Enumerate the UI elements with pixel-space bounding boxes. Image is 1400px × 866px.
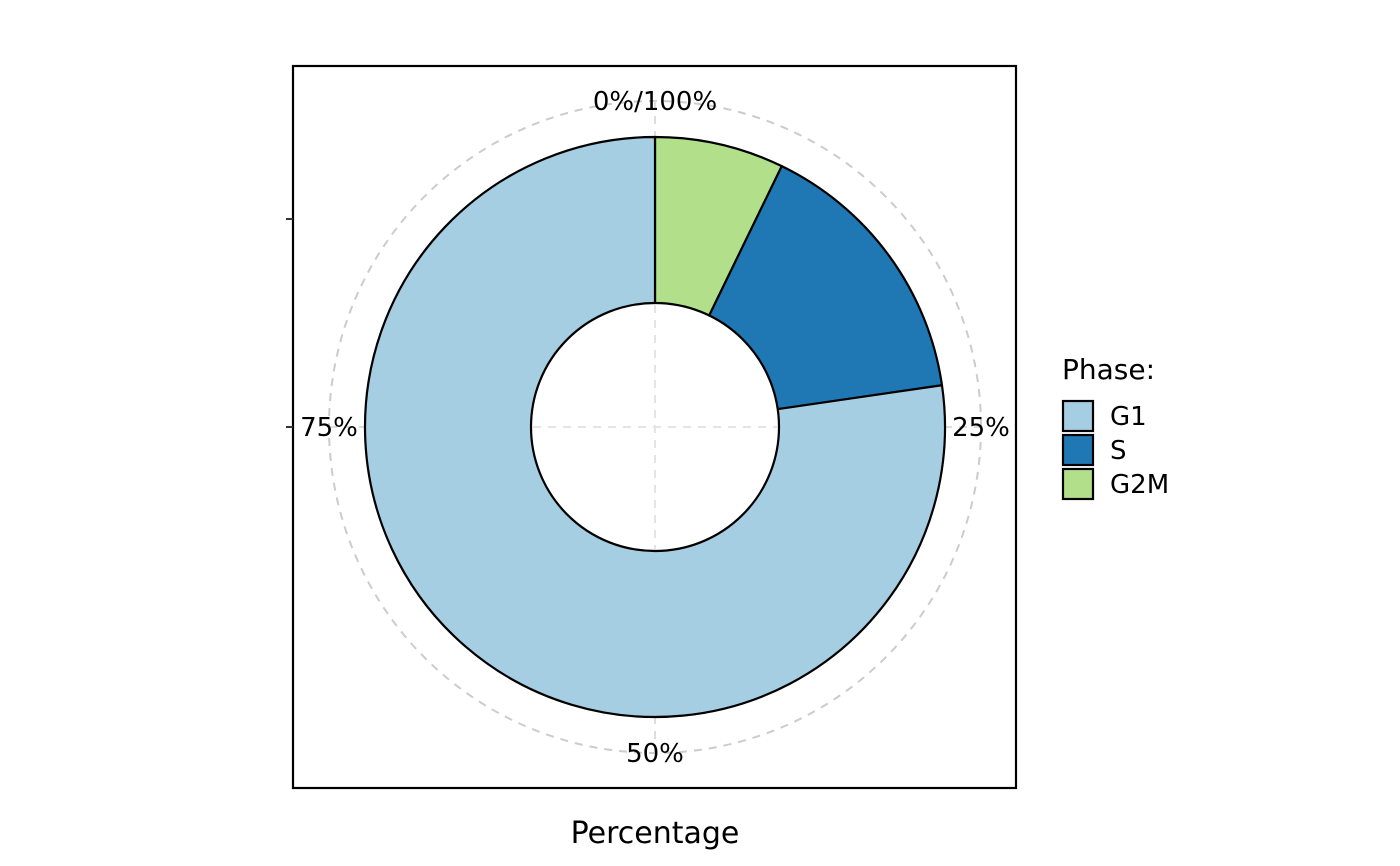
tick-label: 50% xyxy=(626,739,684,769)
slice-g1 xyxy=(363,135,947,719)
legend-label-g2m: G2M xyxy=(1110,470,1169,500)
legend-title: Phase: xyxy=(1062,353,1155,386)
legend-swatch-s xyxy=(1061,433,1095,467)
x-axis-title: Percentage xyxy=(571,816,740,851)
angular-ticks: 0%/100% 25% 50% 75% xyxy=(300,87,1010,769)
tick-label: 75% xyxy=(300,413,358,443)
legend-swatch-g1 xyxy=(1061,399,1095,433)
inner-grid-lines xyxy=(533,305,777,549)
legend-label-s: S xyxy=(1110,436,1127,466)
tick-label: 0%/100% xyxy=(593,87,717,117)
legend-swatch-g2m xyxy=(1061,467,1095,501)
legend-label-g1: G1 xyxy=(1110,402,1147,432)
tick-label: 25% xyxy=(952,413,1010,443)
legend: G1 S G2M xyxy=(1061,399,1169,501)
